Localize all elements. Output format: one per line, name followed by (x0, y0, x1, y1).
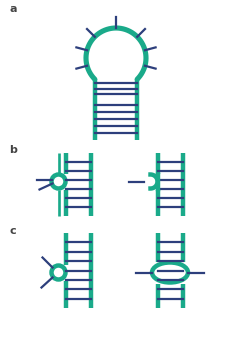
Text: c: c (9, 226, 16, 236)
Text: a: a (9, 4, 16, 14)
Text: b: b (9, 145, 17, 155)
